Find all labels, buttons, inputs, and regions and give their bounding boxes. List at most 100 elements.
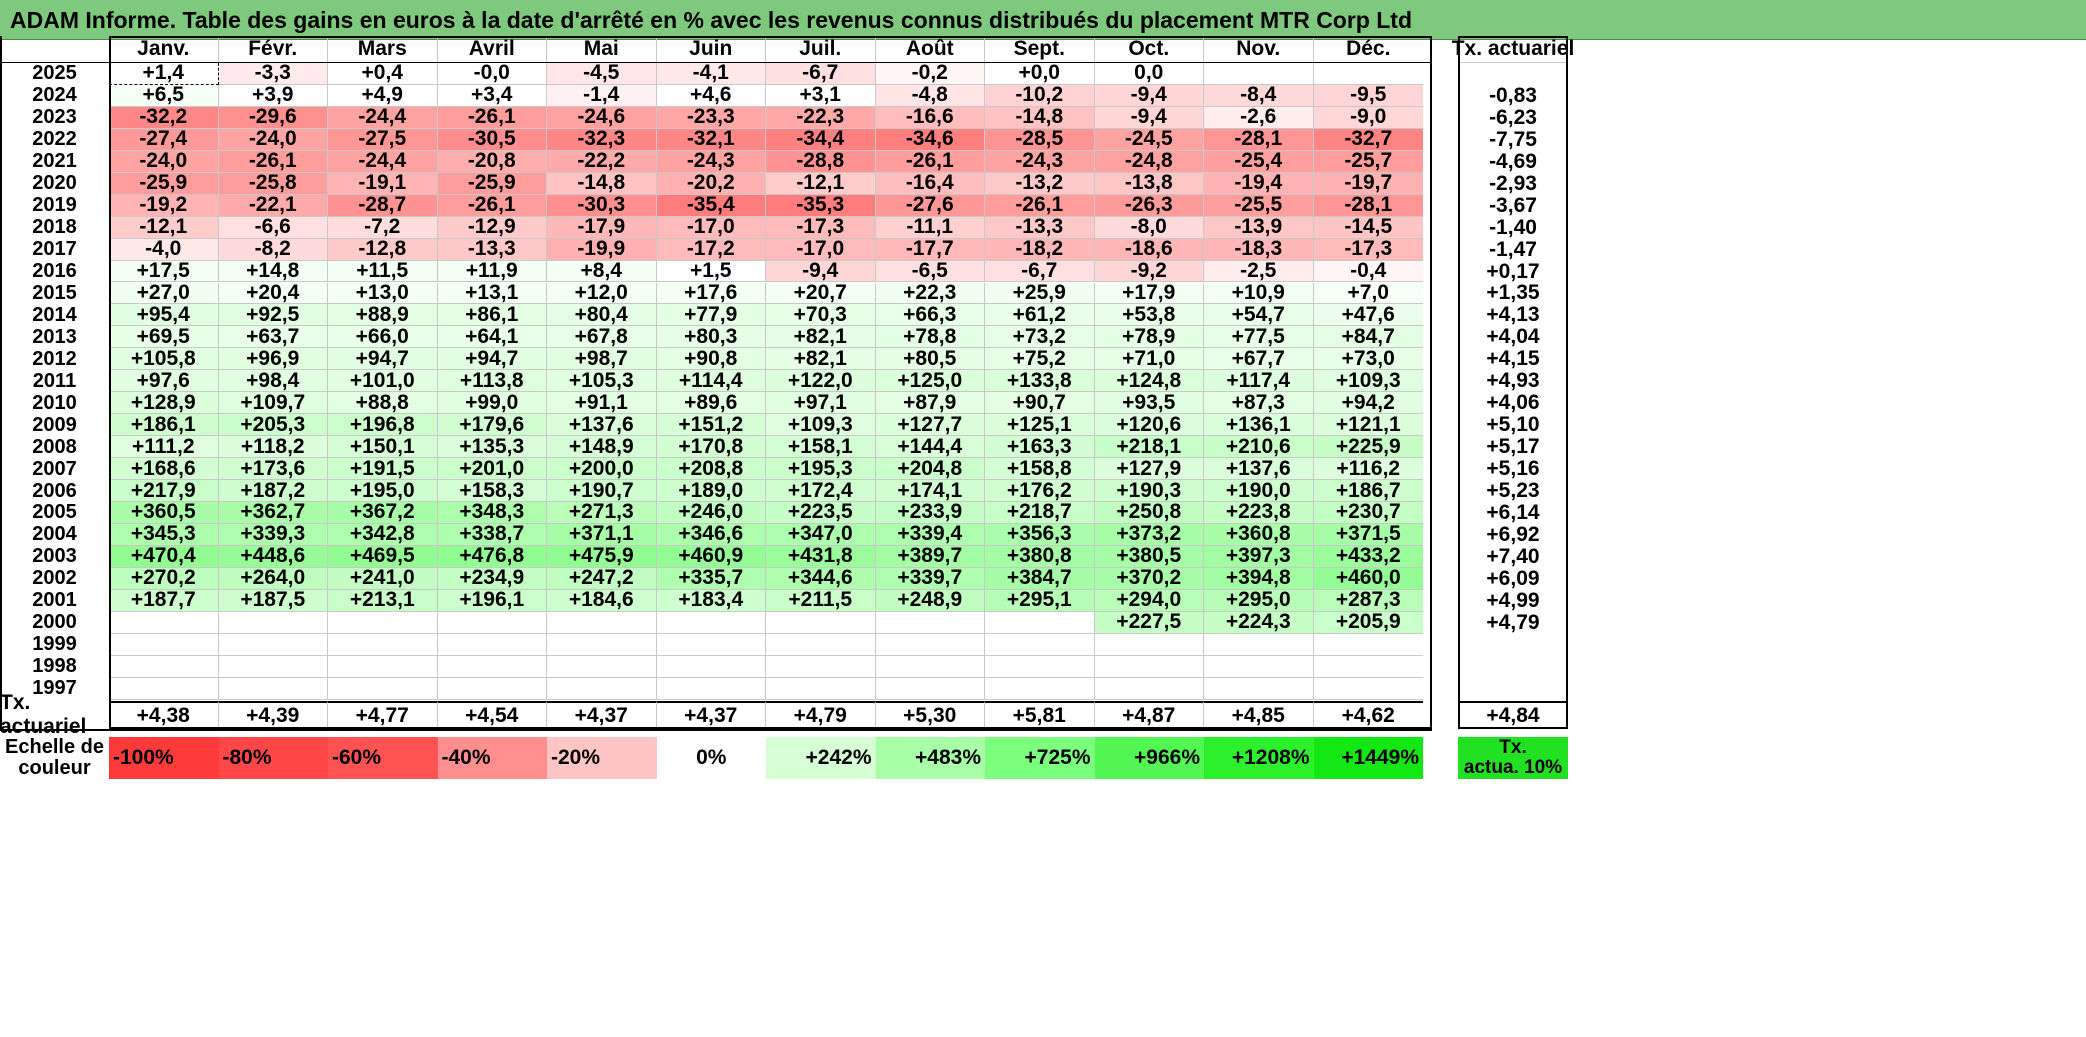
table-cell [328, 633, 438, 656]
table-cell [437, 655, 547, 678]
table-cell: +189,0 [656, 479, 766, 502]
table-cell: +8,4 [547, 259, 657, 283]
table-cell: +47,6 [1313, 303, 1423, 327]
rate-cell [1458, 633, 1568, 656]
table-cell: +187,5 [218, 588, 328, 612]
table-cell: +77,5 [1204, 325, 1314, 349]
month-header: Mai [547, 36, 657, 63]
table-cell: +170,8 [656, 435, 766, 459]
table-cell: -18,3 [1204, 237, 1314, 261]
year-label: 2003 [32, 545, 77, 568]
scale-swatch: 0% [656, 737, 766, 779]
table-cell: +191,5 [328, 457, 438, 481]
table-cell: +196,1 [437, 588, 547, 612]
table-cell: +187,7 [109, 588, 219, 612]
month-header: Févr. [218, 36, 328, 63]
table-cell: -27,6 [875, 193, 985, 217]
year-label: 1997 [32, 677, 77, 700]
scale-swatch: -60% [328, 737, 438, 779]
table-cell: +384,7 [985, 566, 1095, 590]
table-cell: +25,9 [985, 281, 1095, 305]
table-cell: -28,1 [1313, 193, 1423, 217]
table-cell: +295,1 [985, 588, 1095, 612]
scale-swatch: +242% [766, 737, 876, 779]
table-cell: -28,7 [328, 193, 438, 217]
table-cell: +71,0 [1094, 347, 1204, 371]
table-cell: +174,1 [875, 479, 985, 502]
table-cell [1204, 633, 1314, 656]
table-cell: -27,4 [109, 127, 219, 151]
year-label: 2001 [32, 589, 77, 612]
table-cell: +94,7 [328, 347, 438, 371]
table-cell [1094, 633, 1204, 656]
table-cell [656, 633, 766, 656]
table-cell: -2,6 [1204, 105, 1314, 129]
table-cell: +204,8 [875, 457, 985, 481]
table-cell: +163,3 [985, 435, 1095, 459]
summary-cell: +4,79 [766, 701, 876, 729]
table-cell: +205,9 [1313, 610, 1423, 634]
table-cell: +176,2 [985, 479, 1095, 502]
table-cell: +195,3 [766, 457, 876, 481]
table-cell: -17,3 [766, 215, 876, 239]
table-cell: +117,4 [1204, 369, 1314, 393]
table-cell [109, 611, 219, 634]
table-cell [875, 633, 985, 656]
scale-label-line1: Echelle de [5, 736, 104, 758]
table-cell: +360,8 [1204, 522, 1314, 546]
table-cell: +122,0 [766, 369, 876, 393]
table-cell: +190,0 [1204, 479, 1314, 502]
table-cell: +210,6 [1204, 435, 1314, 459]
table-cell: -22,1 [218, 193, 328, 217]
table-cell: -19,1 [328, 171, 438, 195]
table-cell: -29,6 [218, 105, 328, 129]
table-cell: +431,8 [766, 544, 876, 568]
table-cell: +356,3 [985, 522, 1095, 546]
table-cell: +133,8 [985, 369, 1095, 393]
year-label: 2023 [32, 106, 77, 129]
table-cell: +78,9 [1094, 325, 1204, 349]
table-cell: -19,9 [547, 237, 657, 261]
table-cell: +223,8 [1204, 500, 1314, 524]
table-cell: +69,5 [109, 325, 219, 349]
summary-cell: +4,54 [437, 701, 547, 729]
year-label: 2000 [32, 611, 77, 634]
year-label: 2011 [32, 369, 77, 392]
table-cell: +362,7 [218, 500, 328, 524]
table-cell: +91,1 [547, 391, 657, 415]
table-cell: +87,3 [1204, 391, 1314, 415]
table-cell [656, 611, 766, 634]
table-cell: +70,3 [766, 303, 876, 327]
table-cell: -26,3 [1094, 193, 1204, 217]
table-cell: +14,8 [218, 259, 328, 283]
table-cell: +227,5 [1094, 610, 1204, 634]
table-cell: -11,1 [875, 215, 985, 239]
rate-cell: -3,67 [1458, 194, 1568, 217]
table-cell [985, 677, 1095, 700]
table-cell: +225,9 [1313, 435, 1423, 459]
table-cell [218, 611, 328, 634]
table-cell: -14,8 [547, 171, 657, 195]
scale-swatch: +483% [875, 737, 985, 779]
table-cell: +234,9 [437, 566, 547, 590]
table-cell: +111,2 [109, 435, 219, 459]
table-cell: +200,0 [547, 457, 657, 481]
year-label: 2013 [32, 325, 77, 348]
table-cell: +476,8 [437, 544, 547, 568]
year-label: 2002 [32, 567, 77, 590]
rate-cell: +4,06 [1458, 391, 1568, 414]
table-cell: -32,2 [109, 105, 219, 129]
table-cell: -22,2 [547, 149, 657, 173]
table-cell: -13,2 [985, 171, 1095, 195]
table-cell: +151,2 [656, 413, 766, 437]
table-cell: +339,7 [875, 566, 985, 590]
table-cell: -20,8 [437, 149, 547, 173]
table-cell: +371,1 [547, 522, 657, 546]
table-cell: -17,9 [547, 215, 657, 239]
table-cell: -17,2 [656, 237, 766, 261]
table-cell: -35,3 [766, 193, 876, 217]
table-cell [437, 633, 547, 656]
table-cell: -13,3 [437, 237, 547, 261]
table-cell: -25,4 [1204, 149, 1314, 173]
table-cell: +394,8 [1204, 566, 1314, 590]
